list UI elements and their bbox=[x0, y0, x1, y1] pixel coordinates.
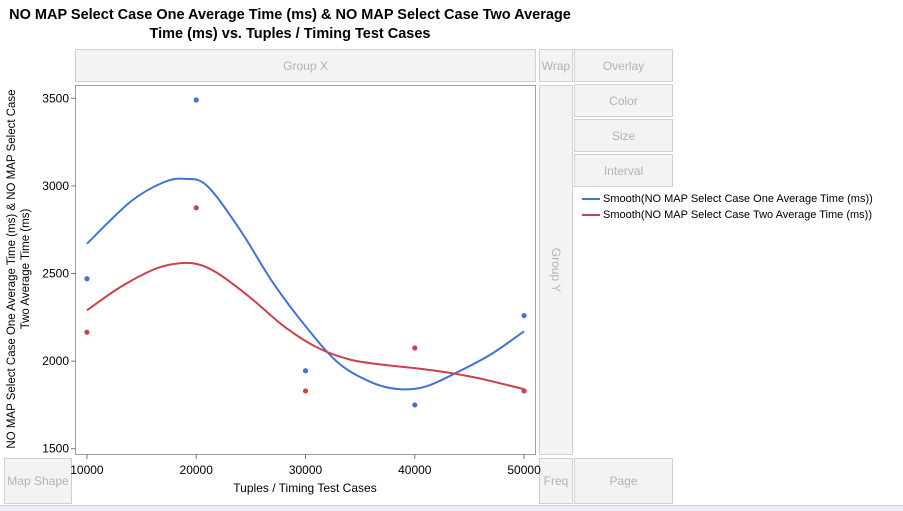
map-shape-zone[interactable]: Map Shape bbox=[4, 458, 72, 504]
map-shape-label: Map Shape bbox=[7, 474, 69, 488]
page-zone[interactable]: Page bbox=[574, 458, 673, 504]
y-tick-label-3000: 3000 bbox=[42, 179, 69, 193]
legend-swatch-series-1 bbox=[582, 198, 600, 200]
y-tick-label-2500: 2500 bbox=[42, 267, 69, 281]
overlay-label: Overlay bbox=[602, 58, 645, 73]
y-tick-label-3500: 3500 bbox=[42, 91, 69, 105]
legend: Smooth(NO MAP Select Case One Average Ti… bbox=[582, 191, 873, 223]
x-tick-label-50000: 50000 bbox=[507, 463, 541, 477]
y-axis-label-line-2: Two Average Time (ms) bbox=[20, 208, 32, 330]
color-zone[interactable]: Color bbox=[574, 84, 673, 117]
y-axis-label-line-1: NO MAP Select Case One Average Time (ms)… bbox=[6, 89, 18, 449]
size-zone[interactable]: Size bbox=[574, 119, 673, 152]
x-axis-label: Tuples / Timing Test Cases bbox=[233, 481, 377, 495]
chart-title-line-1: NO MAP Select Case One Average Time (ms)… bbox=[9, 7, 571, 23]
plot-frame[interactable] bbox=[75, 85, 536, 455]
freq-zone[interactable]: Freq bbox=[539, 458, 573, 504]
y-axis-label: NO MAP Select Case One Average Time (ms)… bbox=[3, 88, 35, 450]
status-bar bbox=[0, 505, 903, 511]
x-tick-label-20000: 20000 bbox=[180, 463, 214, 477]
y-tick-label-2000: 2000 bbox=[42, 354, 69, 368]
chart-title: NO MAP Select Case One Average Time (ms)… bbox=[0, 6, 580, 44]
interval-label: Interval bbox=[603, 163, 644, 178]
wrap-label: Wrap bbox=[541, 58, 571, 73]
group-y-label: Group Y bbox=[549, 247, 564, 293]
group-x-label: Group X bbox=[283, 58, 328, 73]
color-label: Color bbox=[609, 93, 638, 108]
legend-label-series-2: Smooth(NO MAP Select Case Two Average Ti… bbox=[603, 209, 872, 221]
legend-item-series-1[interactable]: Smooth(NO MAP Select Case One Average Ti… bbox=[582, 191, 873, 207]
group-y-zone[interactable]: Group Y bbox=[539, 85, 573, 455]
legend-swatch-series-2 bbox=[582, 214, 600, 216]
overlay-zone[interactable]: Overlay bbox=[574, 49, 673, 82]
interval-zone[interactable]: Interval bbox=[574, 154, 673, 187]
legend-label-series-1: Smooth(NO MAP Select Case One Average Ti… bbox=[603, 193, 873, 205]
group-x-zone[interactable]: Group X bbox=[75, 49, 536, 82]
x-tick-label-30000: 30000 bbox=[289, 463, 323, 477]
page-label: Page bbox=[609, 474, 638, 488]
size-label: Size bbox=[611, 128, 636, 143]
freq-label: Freq bbox=[543, 474, 569, 488]
legend-item-series-2[interactable]: Smooth(NO MAP Select Case Two Average Ti… bbox=[582, 207, 873, 223]
wrap-zone[interactable]: Wrap bbox=[539, 49, 573, 82]
x-tick-label-10000: 10000 bbox=[70, 463, 104, 477]
y-tick-label-1500: 1500 bbox=[42, 442, 69, 456]
x-tick-label-40000: 40000 bbox=[398, 463, 432, 477]
chart-title-line-2: Time (ms) vs. Tuples / Timing Test Cases bbox=[149, 26, 431, 42]
